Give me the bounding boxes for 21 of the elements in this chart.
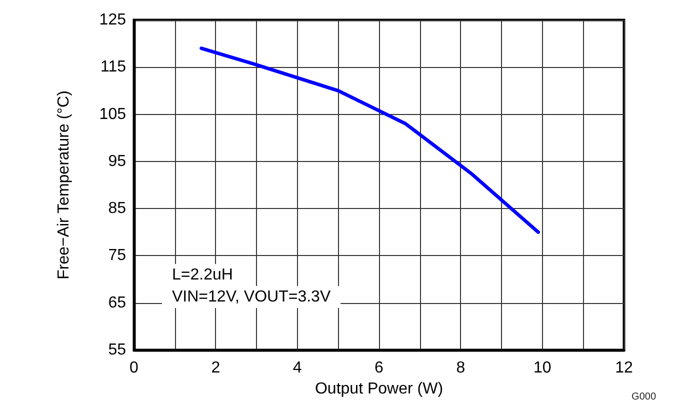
y-axis-title: Free−Air Temperature (°C) — [56, 90, 72, 280]
x-tick-label: 12 — [615, 360, 633, 376]
x-tick-label: 0 — [130, 360, 139, 376]
y-tick-label: 65 — [108, 294, 126, 312]
y-tick-label: 115 — [100, 58, 126, 76]
x-tick-label: 10 — [533, 360, 552, 376]
y-tick-label: 85 — [108, 200, 126, 218]
annotation: L=2.2uH — [172, 266, 233, 284]
line-series — [200, 46, 540, 234]
x-tick-label: 4 — [292, 360, 302, 376]
y-tick-label: 55 — [108, 342, 126, 358]
x-tick-label: 2 — [211, 360, 220, 376]
y-tick-label: 105 — [99, 106, 126, 123]
x-axis-title: Output Power (W) — [314, 380, 444, 398]
x-tick-label: 6 — [374, 360, 384, 376]
y-tick-label: 75 — [108, 247, 126, 264]
annotation: VIN=12V, VOUT=3.3V — [172, 288, 331, 306]
x-tick-label: 8 — [456, 360, 466, 376]
y-tick-label: 95 — [108, 152, 126, 170]
y-tick-label: 125 — [99, 12, 126, 28]
text: G000 — [632, 392, 656, 402]
